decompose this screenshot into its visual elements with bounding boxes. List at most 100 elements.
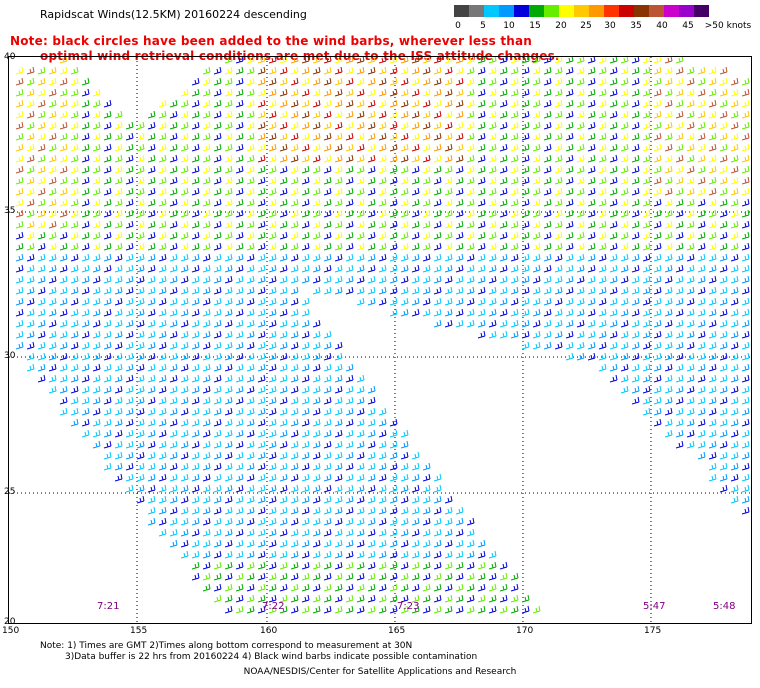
wind-barb bbox=[642, 286, 651, 295]
wind-barb bbox=[301, 264, 310, 273]
wind-barb bbox=[367, 253, 376, 262]
wind-barb bbox=[202, 385, 211, 394]
wind-barb bbox=[422, 561, 431, 570]
wind-barb bbox=[136, 418, 145, 427]
wind-barb bbox=[741, 187, 750, 196]
wind-barb bbox=[378, 462, 387, 471]
wind-barb bbox=[246, 429, 255, 438]
wind-barb bbox=[433, 209, 442, 218]
wind-barb bbox=[389, 286, 398, 295]
wind-barb bbox=[510, 88, 519, 97]
wind-barb bbox=[279, 57, 288, 64]
wind-barb bbox=[730, 330, 739, 339]
wind-barb bbox=[235, 440, 244, 449]
wind-barb bbox=[675, 121, 684, 130]
wind-barb bbox=[158, 330, 167, 339]
wind-barb bbox=[642, 242, 651, 251]
wind-barb bbox=[598, 308, 607, 317]
wind-barb bbox=[15, 121, 24, 130]
wind-barb bbox=[103, 132, 112, 141]
wind-barb bbox=[532, 143, 541, 152]
wind-barb bbox=[631, 253, 640, 262]
wind-barb bbox=[477, 242, 486, 251]
wind-barb bbox=[136, 462, 145, 471]
wind-barb bbox=[125, 440, 134, 449]
wind-barb bbox=[378, 143, 387, 152]
wind-barb bbox=[356, 484, 365, 493]
wind-barb bbox=[719, 220, 728, 229]
wind-barb bbox=[708, 341, 717, 350]
wind-barb bbox=[521, 154, 530, 163]
wind-barb bbox=[697, 440, 706, 449]
wind-barb bbox=[730, 462, 739, 471]
wind-barb bbox=[125, 176, 134, 185]
wind-barb bbox=[477, 550, 486, 559]
wind-barb bbox=[147, 462, 156, 471]
wind-barb bbox=[543, 297, 552, 306]
wind-barb bbox=[719, 352, 728, 361]
wind-barb bbox=[279, 594, 288, 603]
wind-barb bbox=[565, 297, 574, 306]
wind-barb bbox=[675, 275, 684, 284]
colorbar-swatch bbox=[604, 5, 619, 17]
wind-barb bbox=[158, 187, 167, 196]
wind-barb bbox=[389, 308, 398, 317]
wind-barb bbox=[323, 176, 332, 185]
wind-barb bbox=[312, 539, 321, 548]
wind-barb bbox=[180, 308, 189, 317]
wind-barb bbox=[532, 253, 541, 262]
wind-barb bbox=[147, 363, 156, 372]
wind-barb bbox=[26, 77, 35, 86]
wind-barb bbox=[213, 539, 222, 548]
wind-barb bbox=[301, 220, 310, 229]
wind-barb bbox=[400, 429, 409, 438]
wind-barb bbox=[147, 319, 156, 328]
wind-barb bbox=[246, 121, 255, 130]
wind-barb bbox=[499, 297, 508, 306]
wind-barb bbox=[59, 385, 68, 394]
wind-barb bbox=[103, 176, 112, 185]
wind-barb bbox=[565, 330, 574, 339]
wind-barb bbox=[554, 275, 563, 284]
wind-barb bbox=[213, 99, 222, 108]
wind-barb bbox=[741, 374, 750, 383]
wind-barb bbox=[257, 517, 266, 526]
wind-barb bbox=[565, 154, 574, 163]
wind-barb bbox=[653, 77, 662, 86]
wind-barb bbox=[158, 220, 167, 229]
wind-barb bbox=[235, 110, 244, 119]
wind-barb bbox=[103, 451, 112, 460]
wind-barb bbox=[686, 88, 695, 97]
wind-barb bbox=[444, 242, 453, 251]
wind-barb bbox=[708, 209, 717, 218]
wind-barb bbox=[675, 176, 684, 185]
wind-barb bbox=[400, 198, 409, 207]
wind-barb bbox=[290, 374, 299, 383]
wind-barb bbox=[477, 319, 486, 328]
wind-barb bbox=[224, 198, 233, 207]
wind-barb bbox=[103, 99, 112, 108]
wind-barb bbox=[246, 418, 255, 427]
wind-barb bbox=[213, 484, 222, 493]
wind-barb bbox=[741, 264, 750, 273]
wind-barb bbox=[455, 506, 464, 515]
wind-barb bbox=[345, 583, 354, 592]
wind-barb bbox=[466, 550, 475, 559]
wind-barb bbox=[400, 209, 409, 218]
wind-barb bbox=[202, 253, 211, 262]
wind-barb bbox=[422, 121, 431, 130]
wind-barb bbox=[301, 418, 310, 427]
wind-barb bbox=[191, 132, 200, 141]
wind-barb bbox=[576, 99, 585, 108]
wind-barb bbox=[455, 528, 464, 537]
wind-barb bbox=[26, 88, 35, 97]
pass-time-label: 7:22 bbox=[262, 601, 285, 612]
wind-barb bbox=[356, 187, 365, 196]
wind-barb bbox=[202, 341, 211, 350]
wind-barb bbox=[48, 330, 57, 339]
wind-barb bbox=[565, 275, 574, 284]
wind-barb bbox=[532, 209, 541, 218]
wind-barb bbox=[158, 143, 167, 152]
wind-barb bbox=[147, 121, 156, 130]
wind-barb bbox=[59, 341, 68, 350]
